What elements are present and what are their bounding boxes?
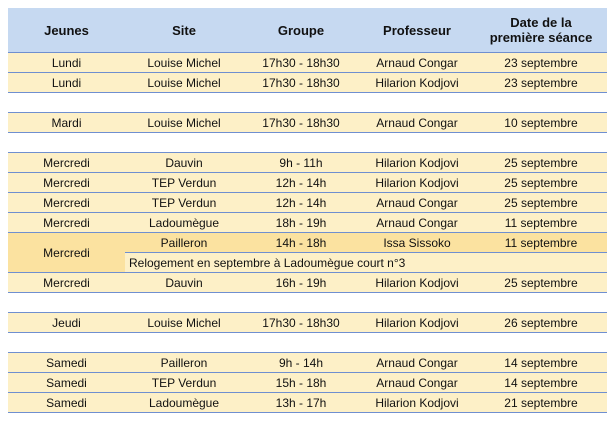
cell-date: 26 septembre (475, 312, 607, 333)
cell-date: 23 septembre (475, 52, 607, 73)
cell-professeur: Hilarion Kodjovi (359, 392, 475, 413)
cell-professeur: Arnaud Congar (359, 212, 475, 233)
cell-date: 23 septembre (475, 72, 607, 93)
cell-date: 14 septembre (475, 352, 607, 373)
cell-professeur: Hilarion Kodjovi (359, 312, 475, 333)
cell-day: Samedi (8, 352, 125, 373)
table-row-note: Relogement en septembre à Ladoumègue cou… (8, 252, 607, 273)
table-row: Jeudi Louise Michel 17h30 - 18h30 Hilari… (8, 312, 607, 333)
cell-groupe: 16h - 19h (243, 272, 359, 293)
cell-date: 25 septembre (475, 192, 607, 213)
cell-date: 11 septembre (475, 212, 607, 233)
cell-groupe: 12h - 14h (243, 172, 359, 193)
cell-professeur: Hilarion Kodjovi (359, 172, 475, 193)
cell-day: Mercredi (8, 212, 125, 233)
table-row: Mercredi TEP Verdun 12h - 14h Arnaud Con… (8, 192, 607, 213)
cell-professeur: Arnaud Congar (359, 112, 475, 133)
header-date-line1: Date de la (510, 15, 572, 30)
header-site: Site (125, 8, 243, 53)
cell-professeur: Arnaud Congar (359, 192, 475, 213)
cell-site: Louise Michel (125, 52, 243, 73)
cell-site: Louise Michel (125, 112, 243, 133)
cell-professeur: Arnaud Congar (359, 372, 475, 393)
spacer-row (8, 132, 607, 153)
cell-site: Ladoumègue (125, 392, 243, 413)
cell-site: TEP Verdun (125, 172, 243, 193)
cell-site: Dauvin (125, 152, 243, 173)
cell-date: 25 septembre (475, 172, 607, 193)
cell-professeur: Hilarion Kodjovi (359, 72, 475, 93)
schedule-sheet: Jeunes Site Groupe Professeur Date de la… (8, 8, 607, 413)
table-row: Samedi TEP Verdun 15h - 18h Arnaud Conga… (8, 372, 607, 393)
cell-professeur: Issa Sissoko (359, 232, 475, 253)
table-row: Lundi Louise Michel 17h30 - 18h30 Arnaud… (8, 52, 607, 73)
cell-groupe: 13h - 17h (243, 392, 359, 413)
cell-site: Louise Michel (125, 72, 243, 93)
cell-date: 21 septembre (475, 392, 607, 413)
cell-site: Pailleron (125, 352, 243, 373)
header-date-line2: première séance (489, 30, 593, 45)
cell-day: Lundi (8, 52, 125, 73)
header-jeunes: Jeunes (8, 8, 125, 53)
cell-groupe: 9h - 14h (243, 352, 359, 373)
cell-groupe: 17h30 - 18h30 (243, 52, 359, 73)
cell-site: Dauvin (125, 272, 243, 293)
cell-date: 10 septembre (475, 112, 607, 133)
schedule-table: Jeunes Site Groupe Professeur Date de la… (8, 8, 607, 413)
cell-day: Mercredi (8, 172, 125, 193)
cell-groupe: 9h - 11h (243, 152, 359, 173)
table-row: Samedi Ladoumègue 13h - 17h Hilarion Kod… (8, 392, 607, 413)
cell-day: Mercredi (8, 192, 125, 213)
header-row: Jeunes Site Groupe Professeur Date de la… (8, 8, 607, 53)
cell-day: Jeudi (8, 312, 125, 333)
cell-professeur: Arnaud Congar (359, 52, 475, 73)
cell-professeur: Arnaud Congar (359, 352, 475, 373)
cell-groupe: 18h - 19h (243, 212, 359, 233)
table-row: Mercredi TEP Verdun 12h - 14h Hilarion K… (8, 172, 607, 193)
cell-day: Lundi (8, 72, 125, 93)
cell-site: TEP Verdun (125, 192, 243, 213)
cell-note: Relogement en septembre à Ladoumègue cou… (125, 252, 607, 273)
cell-groupe: 14h - 18h (243, 232, 359, 253)
table-row: Lundi Louise Michel 17h30 - 18h30 Hilari… (8, 72, 607, 93)
table-row-highlighted: Mercredi Pailleron 14h - 18h Issa Sissok… (8, 232, 607, 273)
cell-date: 11 septembre (475, 232, 607, 253)
cell-date: 25 septembre (475, 272, 607, 293)
header-groupe: Groupe (243, 8, 359, 53)
cell-day: Mercredi (8, 152, 125, 173)
cell-day: Samedi (8, 372, 125, 393)
cell-site: TEP Verdun (125, 372, 243, 393)
cell-groupe: 12h - 14h (243, 192, 359, 213)
table-row: Mercredi Dauvin 16h - 19h Hilarion Kodjo… (8, 272, 607, 293)
cell-day: Mardi (8, 112, 125, 133)
header-date: Date de la première séance (475, 8, 607, 53)
cell-site: Ladoumègue (125, 212, 243, 233)
cell-day: Samedi (8, 392, 125, 413)
table-row: Mardi Louise Michel 17h30 - 18h30 Arnaud… (8, 112, 607, 133)
cell-groupe: 17h30 - 18h30 (243, 112, 359, 133)
spacer-row (8, 92, 607, 113)
cell-day: Mercredi (8, 232, 125, 273)
table-row: Samedi Pailleron 9h - 14h Arnaud Congar … (8, 352, 607, 373)
table-row: Mercredi Ladoumègue 18h - 19h Arnaud Con… (8, 212, 607, 233)
cell-groupe: 15h - 18h (243, 372, 359, 393)
header-professeur: Professeur (359, 8, 475, 53)
cell-professeur: Hilarion Kodjovi (359, 272, 475, 293)
spacer-row (8, 292, 607, 313)
cell-date: 14 septembre (475, 372, 607, 393)
cell-professeur: Hilarion Kodjovi (359, 152, 475, 173)
cell-day: Mercredi (8, 272, 125, 293)
spacer-row (8, 332, 607, 353)
cell-groupe: 17h30 - 18h30 (243, 312, 359, 333)
cell-site: Pailleron (125, 232, 243, 253)
cell-groupe: 17h30 - 18h30 (243, 72, 359, 93)
table-row: Mercredi Dauvin 9h - 11h Hilarion Kodjov… (8, 152, 607, 173)
cell-site: Louise Michel (125, 312, 243, 333)
cell-date: 25 septembre (475, 152, 607, 173)
